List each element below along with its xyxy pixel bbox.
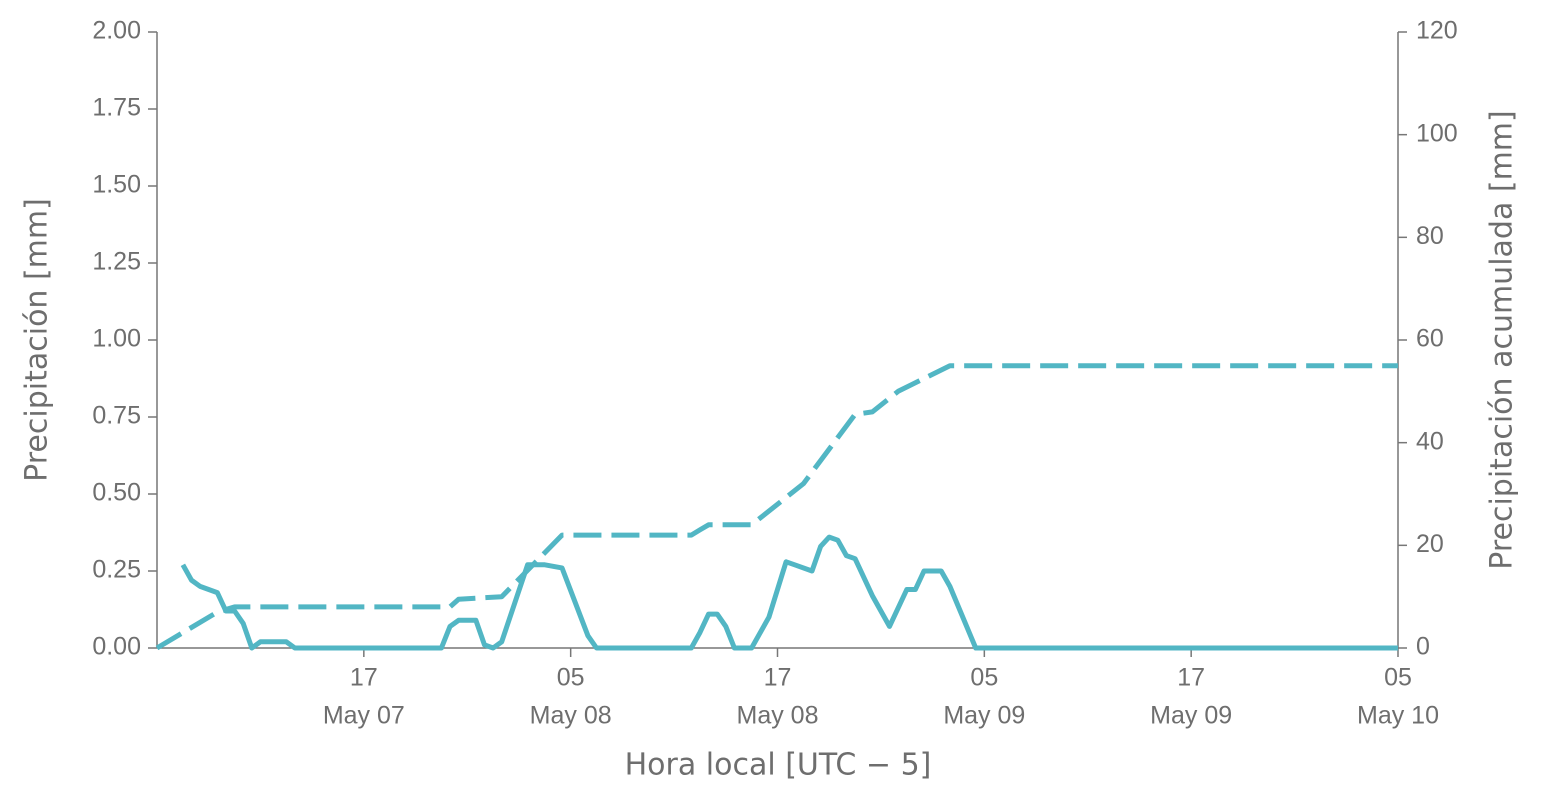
y2-tick-label: 80 (1416, 222, 1444, 250)
y-axis-label: Precipitación [mm] (20, 198, 55, 482)
y2-tick-label: 120 (1416, 17, 1458, 45)
y-tick-label: 1.25 (92, 248, 141, 276)
x-tick-label-line: 05 (557, 664, 585, 692)
x-tick-label: 17 May 09 (1150, 664, 1232, 730)
x-tick-label-line: 05 (970, 664, 998, 692)
precip-line (180, 534, 1398, 651)
x-tick-label-line: May 08 (530, 702, 612, 730)
y2-tick-label: 100 (1416, 119, 1458, 147)
x-tick-label-line: May 09 (1150, 702, 1232, 730)
y2-tick-label: 0 (1416, 633, 1430, 661)
x-tick-label-line: 17 (1177, 664, 1205, 692)
x-tick-label: 05 May 10 (1357, 664, 1439, 730)
x-tick-label-line: May 07 (323, 702, 405, 730)
cumulative-line (155, 363, 1398, 651)
x-axis-label: Hora local [UTC − 5] (625, 748, 932, 783)
y-tick-label: 0.50 (92, 479, 141, 507)
y-tick-label: 2.00 (92, 17, 141, 45)
y2-tick-label: 40 (1416, 427, 1444, 455)
x-tick-label: 05 May 09 (943, 664, 1025, 730)
x-tick-label-line: May 10 (1357, 702, 1439, 730)
x-tick-label-line: 17 (764, 664, 792, 692)
x-tick-label-line: May 09 (943, 702, 1025, 730)
y2-tick-label: 20 (1416, 530, 1444, 558)
x-tick-label-line: May 08 (737, 702, 819, 730)
y-tick-label: 0.00 (92, 633, 141, 661)
y-tick-label: 1.50 (92, 171, 141, 199)
y2-axis-label: Precipitación acumulada [mm] (1485, 110, 1520, 569)
y-tick-label: 0.25 (92, 556, 141, 584)
x-tick-label-line: 05 (1384, 664, 1412, 692)
x-tick-label-line: 17 (350, 664, 378, 692)
y-tick-label: 0.75 (92, 402, 141, 430)
y-tick-label: 1.75 (92, 94, 141, 122)
y2-tick-label: 60 (1416, 325, 1444, 353)
y-tick-label: 1.00 (92, 325, 141, 353)
x-tick-label: 17 May 08 (737, 664, 819, 730)
x-tick-label: 17 May 07 (323, 664, 405, 730)
x-tick-label: 05 May 08 (530, 664, 612, 730)
